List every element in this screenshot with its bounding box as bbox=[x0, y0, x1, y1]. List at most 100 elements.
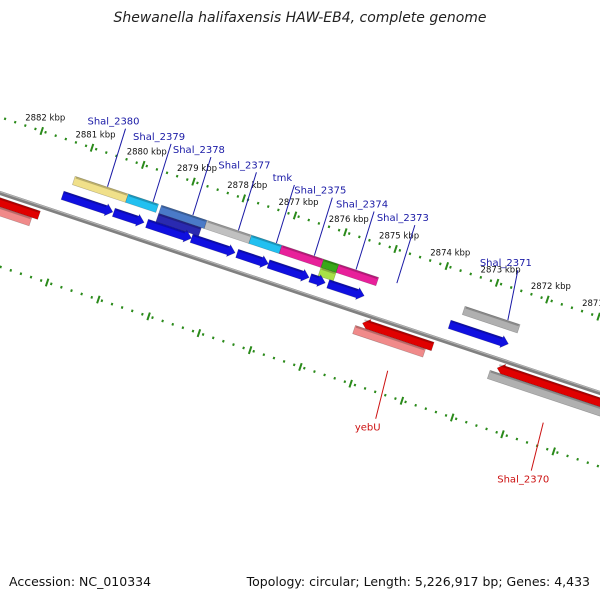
minor-tick bbox=[181, 326, 185, 330]
minor-tick bbox=[135, 161, 138, 165]
gene-label[interactable]: Shal_2378 bbox=[173, 145, 225, 156]
label-leader bbox=[355, 211, 375, 270]
gene-label[interactable]: yebU bbox=[355, 423, 381, 434]
feature-shade bbox=[321, 267, 336, 275]
minor-tick bbox=[358, 235, 361, 239]
minor-tick bbox=[373, 390, 377, 394]
minor-tick bbox=[408, 252, 412, 256]
feature-shade bbox=[0, 197, 40, 213]
minor-tick bbox=[165, 171, 169, 175]
minor-tick bbox=[100, 299, 104, 303]
feature-bar[interactable] bbox=[486, 369, 600, 417]
feature-arrow[interactable] bbox=[266, 259, 310, 282]
minor-tick bbox=[590, 313, 594, 316]
minor-tick bbox=[404, 400, 407, 404]
minor-tick bbox=[125, 157, 128, 161]
minor-tick bbox=[54, 134, 58, 138]
minor-tick bbox=[530, 292, 533, 296]
feature-bar[interactable] bbox=[461, 305, 521, 334]
major-tick bbox=[39, 126, 44, 136]
minor-tick bbox=[232, 343, 235, 347]
feature-bar[interactable] bbox=[335, 263, 380, 287]
major-tick bbox=[343, 228, 348, 237]
minor-tick bbox=[570, 306, 574, 310]
minor-tick bbox=[383, 393, 387, 397]
minor-tick bbox=[519, 289, 523, 293]
minor-tick bbox=[130, 309, 134, 313]
feature-arrow[interactable] bbox=[308, 273, 326, 288]
feature-shade bbox=[339, 264, 378, 280]
gene-label[interactable]: Shal_2377 bbox=[218, 160, 270, 171]
minor-tick bbox=[206, 184, 209, 188]
minor-tick bbox=[266, 205, 270, 208]
feature-arrow[interactable] bbox=[60, 190, 114, 217]
backbone-highlight bbox=[0, 191, 600, 393]
feature-arrow[interactable] bbox=[447, 319, 509, 349]
feature-bar[interactable] bbox=[352, 325, 426, 358]
minor-tick bbox=[428, 259, 432, 262]
feature-shade bbox=[207, 220, 251, 237]
feature-arrow[interactable] bbox=[189, 233, 236, 258]
minor-tick bbox=[151, 316, 154, 320]
minor-tick bbox=[64, 137, 68, 141]
tick-row-forward bbox=[3, 117, 600, 321]
feature-bar[interactable] bbox=[0, 193, 33, 227]
major-tick bbox=[399, 396, 405, 405]
major-tick bbox=[494, 278, 500, 287]
minor-tick bbox=[580, 309, 584, 313]
feature-shade bbox=[451, 320, 503, 340]
minor-tick bbox=[104, 151, 108, 154]
feature-arrow[interactable] bbox=[145, 218, 192, 243]
gene-label[interactable]: Shal_2380 bbox=[87, 117, 139, 128]
gene-label[interactable]: Shal_2370 bbox=[497, 475, 549, 486]
gene-label[interactable]: Shal_2373 bbox=[377, 213, 429, 224]
minor-tick bbox=[307, 218, 311, 222]
gene-label[interactable]: Shal_2379 bbox=[133, 132, 185, 143]
minor-tick bbox=[414, 403, 418, 407]
tick-label: 2878 kbp bbox=[227, 181, 267, 191]
gene-label[interactable]: Shal_2374 bbox=[336, 200, 388, 211]
tick-label: 2882 kbp bbox=[25, 114, 65, 124]
minor-tick bbox=[226, 191, 230, 195]
minor-tick bbox=[368, 238, 371, 242]
minor-tick bbox=[34, 127, 37, 131]
minor-tick bbox=[94, 147, 98, 151]
feature-shade bbox=[329, 280, 358, 291]
minor-tick bbox=[363, 387, 367, 390]
minor-tick bbox=[13, 120, 17, 124]
feature-arrow[interactable] bbox=[326, 279, 365, 301]
feature-arrow[interactable] bbox=[235, 248, 269, 269]
feature-shade bbox=[148, 219, 186, 234]
tick-label: 2872 kbp bbox=[531, 282, 571, 292]
label-leader bbox=[275, 184, 295, 244]
backbone-line bbox=[0, 190, 600, 396]
feature-shade bbox=[159, 213, 201, 230]
feature-arrow[interactable] bbox=[111, 207, 145, 227]
major-tick bbox=[141, 160, 146, 169]
minor-tick bbox=[347, 232, 351, 235]
minor-tick bbox=[550, 299, 554, 303]
minor-tick bbox=[313, 370, 316, 374]
minor-tick bbox=[19, 272, 23, 276]
gene-label[interactable]: tmk bbox=[273, 173, 293, 184]
minor-tick bbox=[145, 164, 149, 168]
topology-info: Topology: circular; Length: 5,226,917 bp… bbox=[246, 574, 590, 589]
gene-label[interactable]: Shal_2371 bbox=[480, 258, 532, 269]
minor-tick bbox=[60, 285, 63, 289]
minor-tick bbox=[120, 306, 124, 309]
minor-tick bbox=[576, 457, 579, 461]
label-leader bbox=[107, 128, 126, 187]
minor-tick bbox=[459, 269, 462, 273]
minor-tick bbox=[317, 221, 321, 225]
minor-tick bbox=[44, 130, 47, 134]
minor-tick bbox=[272, 356, 276, 360]
minor-tick bbox=[418, 255, 422, 259]
minor-tick bbox=[302, 366, 306, 370]
feature-shade bbox=[364, 319, 434, 344]
minor-tick bbox=[444, 414, 448, 417]
feature-bar[interactable] bbox=[125, 193, 159, 213]
feature-shade bbox=[161, 205, 207, 222]
minor-tick bbox=[216, 188, 219, 192]
gene-label[interactable]: Shal_2375 bbox=[294, 186, 346, 197]
minor-tick bbox=[80, 292, 83, 296]
